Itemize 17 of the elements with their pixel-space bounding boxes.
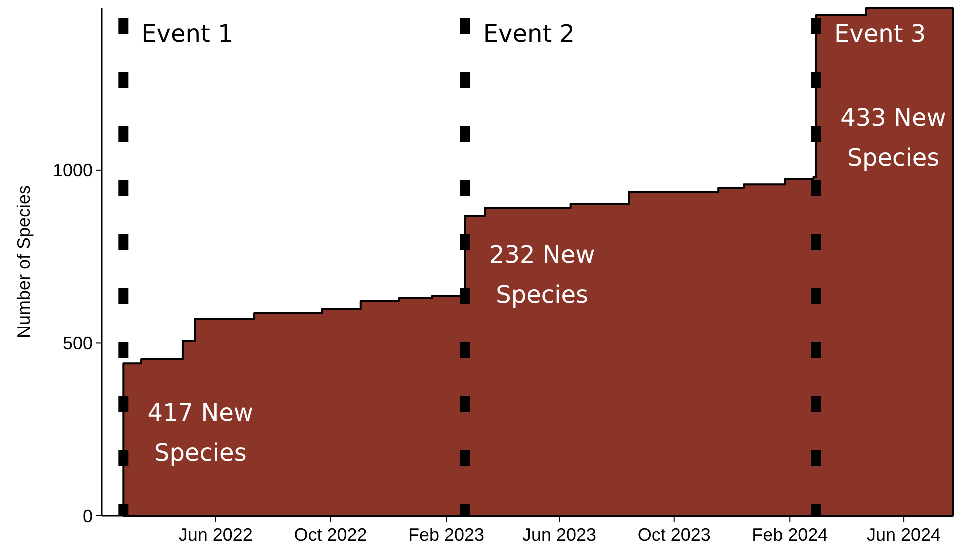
- ref-line-label: Event 3: [834, 20, 926, 48]
- x-tick-label: Oct 2023: [638, 525, 711, 545]
- y-axis-title: Number of Species: [14, 185, 34, 339]
- ref-line-label: Event 1: [142, 20, 234, 48]
- annotation: 433 New Species: [840, 104, 946, 172]
- y-tick-label: 1000: [52, 160, 93, 181]
- y-tick-label: 0: [82, 506, 93, 526]
- ref-line-label: Event 2: [483, 20, 576, 48]
- y-tick-label: 500: [62, 334, 93, 354]
- x-tick-label: Feb 2023: [408, 525, 485, 545]
- x-tick-label: Oct 2022: [294, 525, 368, 545]
- x-tick-label: Jun 2022: [178, 525, 253, 545]
- x-tick-label: Feb 2024: [752, 525, 828, 545]
- annotation: 232 New Species: [489, 241, 596, 310]
- x-tick-label: Jun 2024: [867, 525, 942, 545]
- x-tick-label: Jun 2023: [522, 525, 597, 545]
- annotation: 417 New Species: [148, 399, 254, 467]
